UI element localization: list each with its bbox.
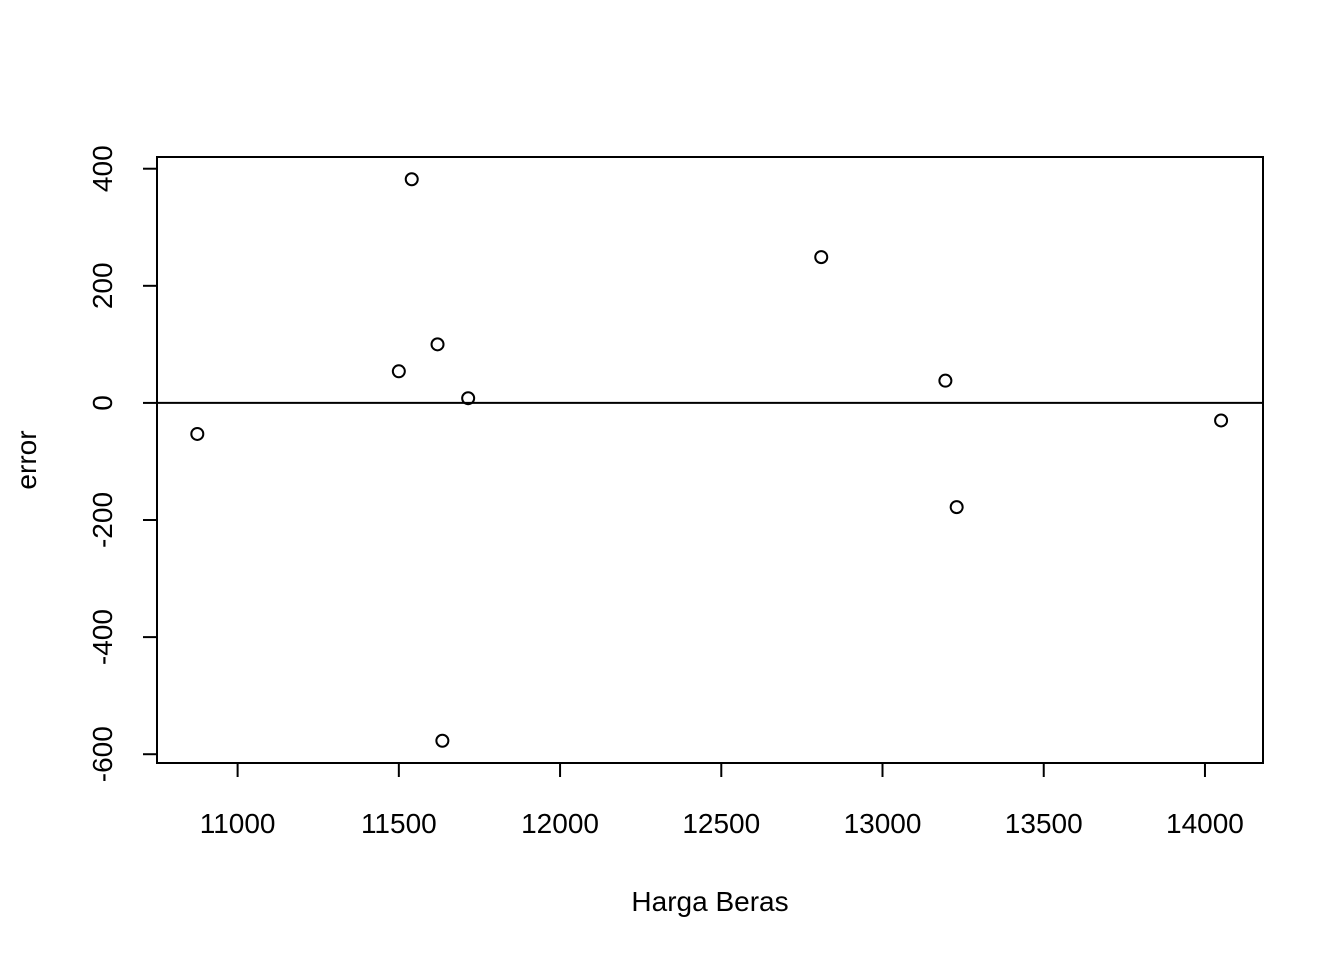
data-point — [430, 337, 445, 352]
y-tick-label: 200 — [87, 262, 118, 309]
y-tick-label: 0 — [87, 395, 118, 411]
y-axis-title: error — [11, 430, 42, 489]
x-axis-title: Harga Beras — [631, 886, 788, 917]
y-axis: -600 -400 -200 0 200 400 — [87, 145, 158, 782]
x-tick-label: 13000 — [844, 808, 922, 839]
x-tick-label: 11500 — [361, 808, 437, 839]
y-tick-label: -600 — [87, 726, 118, 782]
x-tick-label: 12500 — [682, 808, 760, 839]
x-tick-label: 13500 — [1005, 808, 1083, 839]
x-axis: 11000 11500 12000 12500 13000 13500 14000 — [200, 762, 1244, 839]
data-point — [814, 250, 829, 265]
data-point — [949, 500, 964, 515]
x-tick-label: 14000 — [1166, 808, 1244, 839]
y-tick-label: -400 — [87, 609, 118, 665]
y-tick-label: -200 — [87, 492, 118, 548]
data-point — [435, 733, 450, 748]
data-point — [461, 391, 476, 406]
data-point — [391, 364, 406, 379]
data-point — [404, 172, 419, 187]
data-point — [190, 426, 205, 441]
data-points — [190, 172, 1229, 748]
y-tick-label: 400 — [87, 145, 118, 192]
x-tick-label: 12000 — [521, 808, 599, 839]
data-point — [1214, 413, 1229, 428]
x-tick-label: 11000 — [200, 808, 276, 839]
data-point — [938, 373, 953, 388]
